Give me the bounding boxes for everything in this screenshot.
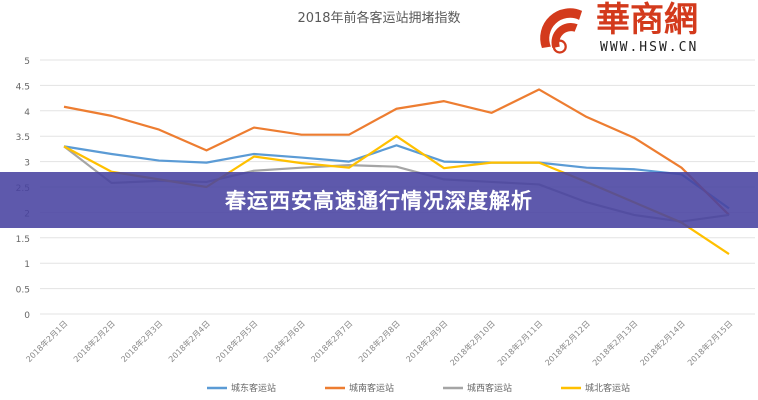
x-tick-label: 2018年2月11日 [495,318,544,367]
x-tick-label: 2018年2月5日 [214,318,260,364]
x-tick-label: 2018年2月7日 [309,318,355,364]
x-tick-label: 2018年2月12日 [543,318,592,367]
x-tick-label: 2018年2月9日 [404,318,450,364]
y-tick-label: 0 [24,311,30,321]
x-tick-label: 2018年2月4日 [166,318,212,364]
y-tick-label: 3 [24,159,30,169]
watermark-name: 華商網 [596,0,698,40]
chart-title: 2018年前各客运站拥堵指数 [297,10,460,26]
series-line [63,144,730,210]
legend-label: 城东客运站 [231,382,276,394]
x-tick-label: 2018年2月3日 [119,318,165,364]
legend-label: 城西客运站 [467,382,512,394]
y-tick-label: 5 [24,57,30,67]
legend-label: 城北客运站 [585,382,630,394]
x-tick-label: 2018年2月8日 [356,318,402,364]
x-tick-label: 2018年2月13日 [590,318,639,367]
y-tick-label: 1 [24,260,30,270]
x-tick-label: 2018年2月15日 [685,318,734,367]
headline-text: 春运西安高速通行情况深度解析 [225,189,533,213]
y-tick-label: 0.5 [16,286,30,296]
y-tick-label: 4 [24,108,30,118]
x-tick-label: 2018年2月1日 [24,318,70,364]
x-tick-label: 2018年2月10日 [448,318,497,367]
headline-banner: 春运西安高速通行情况深度解析 [0,172,758,228]
x-tick-label: 2018年2月14日 [638,318,687,367]
y-tick-label: 1.5 [16,235,30,245]
legend-label: 城南客运站 [349,382,394,394]
series-line [63,88,730,216]
watermark-url: WWW.HSW.CN [600,40,699,55]
x-tick-label: 2018年2月2日 [71,318,117,364]
y-tick-label: 4.5 [16,82,30,92]
hsw-logo-icon [540,8,583,54]
x-tick-label: 2018年2月6日 [261,318,307,364]
y-tick-label: 3.5 [16,133,30,143]
